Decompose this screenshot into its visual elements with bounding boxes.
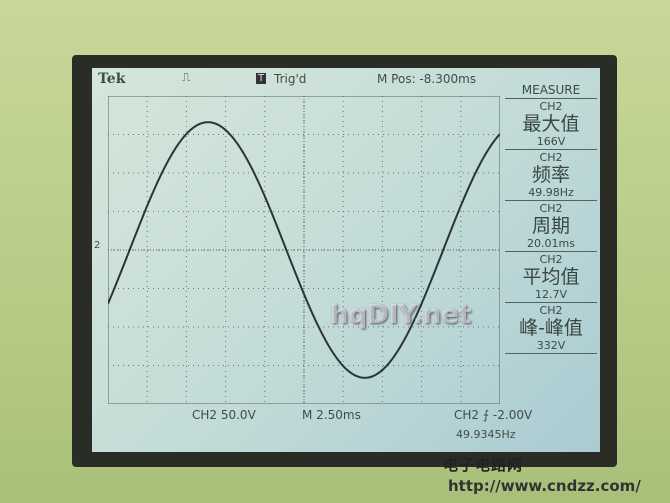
waveform-graticule: [108, 96, 500, 404]
measure-value: 12.7V: [534, 288, 568, 301]
measure-value: 332V: [536, 339, 566, 352]
measure-name: 周期: [531, 215, 570, 237]
trigger-badge: T: [256, 73, 267, 84]
measure-channel: CH2: [539, 304, 563, 317]
measure-channel: CH2: [539, 151, 563, 164]
trigger-level: CH2 ⨍ -2.00V: [454, 408, 533, 422]
measure-value: 166V: [536, 135, 566, 148]
measure-value: 49.98Hz: [528, 186, 574, 199]
trigger-status: Trig'd: [274, 72, 307, 86]
trigger-waveform-icon: ⎍: [182, 70, 191, 84]
measure-channel: CH2: [539, 253, 563, 266]
measure-channel: CH2: [539, 100, 563, 113]
measure-item: CH2 周期 20.01ms: [505, 201, 597, 252]
channel-marker: 2: [94, 240, 101, 251]
waveform-trace: [108, 121, 500, 379]
measure-item: CH2 平均值 12.7V: [505, 252, 597, 303]
measure-channel: CH2: [539, 202, 563, 215]
measure-title: MEASURE: [505, 82, 597, 99]
measure-name: 频率: [531, 164, 570, 186]
measure-item: CH2 最大值 166V: [505, 99, 597, 150]
measure-name: 最大值: [522, 113, 580, 135]
measure-name: 平均值: [522, 266, 580, 288]
m-pos: M Pos: -8.300ms: [377, 72, 477, 86]
measure-panel: MEASURE CH2 最大值 166V CH2 频率 49.98Hz CH2 周期 20.01…: [505, 82, 597, 354]
brand-logo: Tek: [98, 71, 126, 87]
measure-item: CH2 频率 49.98Hz: [505, 150, 597, 201]
oscilloscope-screen: Tek ⎍ T Trig'd M Pos: -8.300ms 2 MEASURE…: [92, 68, 600, 452]
measure-value: 20.01ms: [527, 237, 575, 250]
measure-name: 峰-峰值: [519, 317, 583, 339]
watermark-url: http://www.cndzz.com/: [448, 477, 641, 495]
watermark-overlay: hqDIY.net: [330, 300, 472, 330]
measure-item: CH2 峰-峰值 332V: [505, 303, 597, 354]
watermark-site: 电子电路网: [443, 456, 524, 474]
trigger-frequency: 49.9345Hz: [456, 428, 516, 441]
timebase: M 2.50ms: [302, 408, 361, 422]
channel-scale: CH2 50.0V: [192, 408, 256, 422]
